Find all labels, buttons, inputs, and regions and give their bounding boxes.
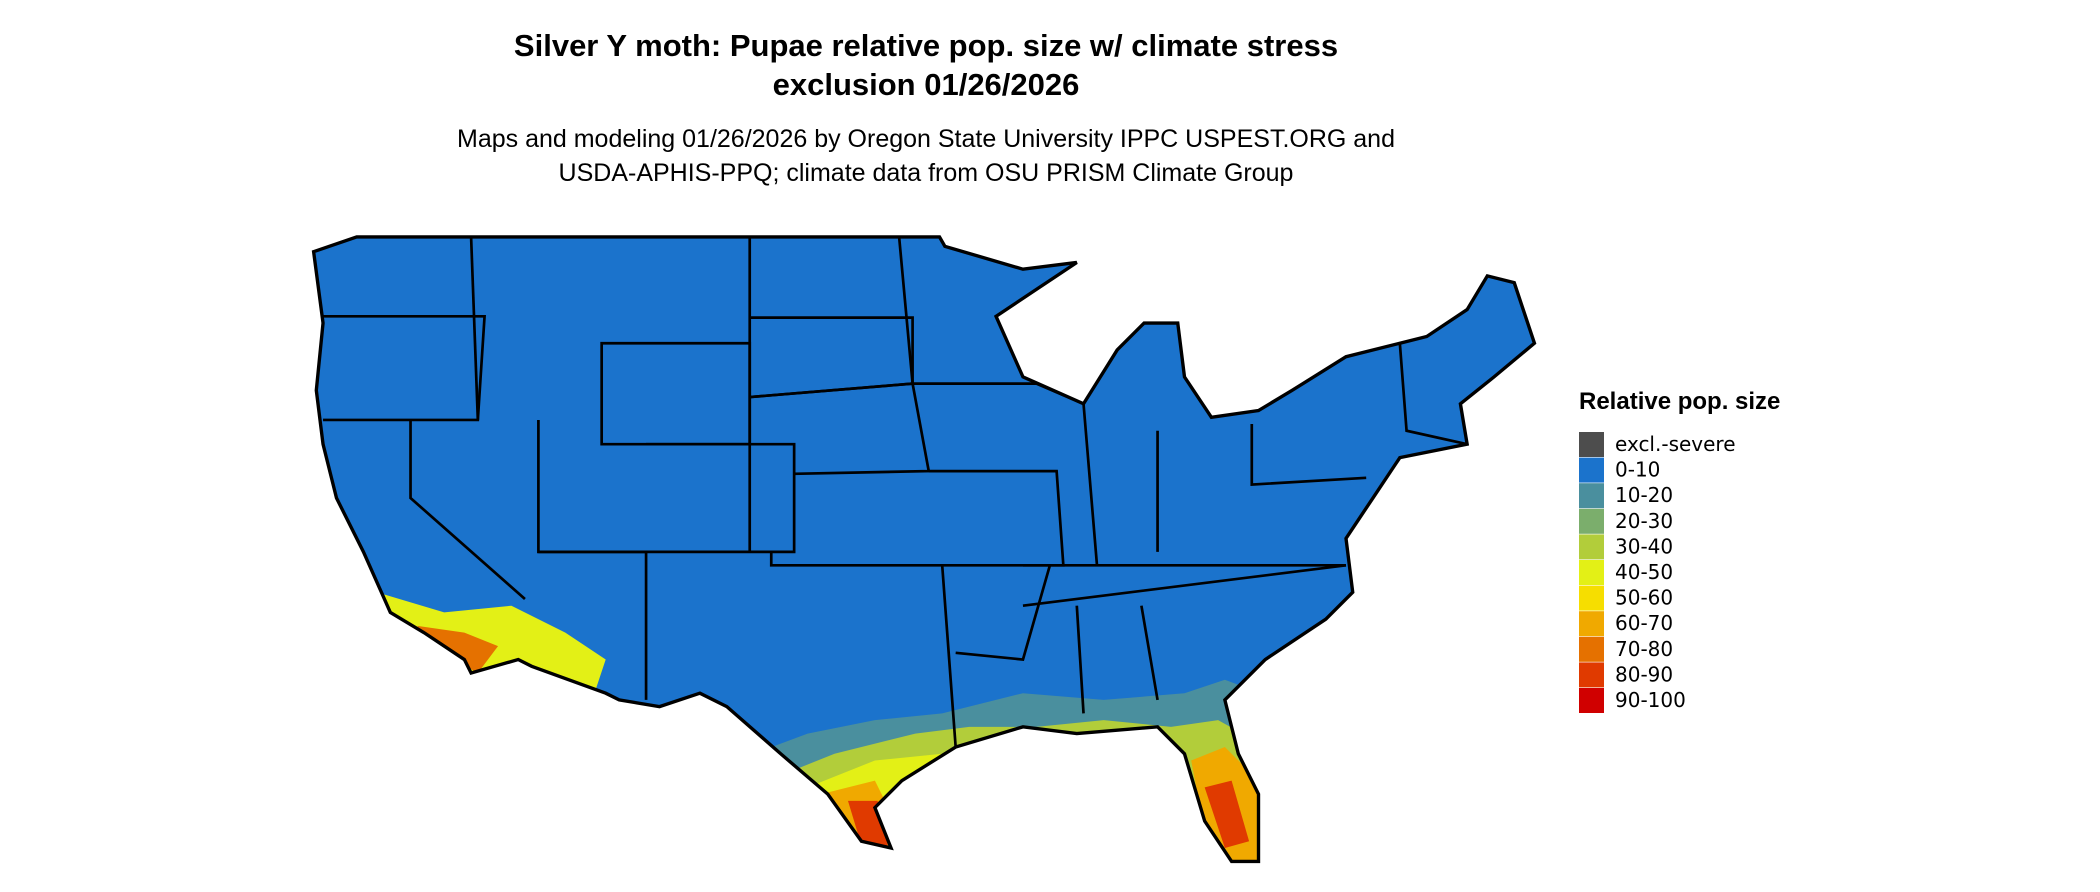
subtitle: Maps and modeling 01/26/2026 by Oregon S… [457, 125, 1395, 153]
legend-label: 70-80 [1615, 637, 1673, 661]
state-borders [323, 236, 1468, 748]
title: Silver Y moth: Pupae relative pop. size … [514, 28, 1338, 63]
legend-label: 90-100 [1615, 688, 1686, 712]
legend-label: excl.-severe [1615, 432, 1736, 456]
legend-swatch [1579, 688, 1604, 713]
legend-label: 80-90 [1615, 662, 1673, 686]
legend-label: 10-20 [1615, 483, 1673, 507]
title: exclusion 01/26/2026 [773, 67, 1080, 102]
legend: excl.-severe0-1010-2020-3030-4040-5050-6… [1579, 432, 1736, 713]
legend-label: 20-30 [1615, 509, 1673, 533]
legend-swatch [1579, 457, 1604, 483]
legend-swatch [1579, 508, 1604, 534]
legend-swatch [1579, 560, 1604, 585]
legend-title: Relative pop. size [1579, 388, 1780, 415]
legend-swatch [1579, 432, 1604, 457]
legend-label: 0-10 [1615, 458, 1660, 482]
legend-swatch [1579, 662, 1604, 688]
legend-swatch [1579, 636, 1604, 662]
legend-swatch [1579, 534, 1604, 560]
legend-label: 40-50 [1615, 560, 1673, 584]
legend-label: 50-60 [1615, 586, 1673, 610]
legend-swatch [1579, 585, 1604, 611]
legend-swatch [1579, 611, 1604, 637]
us-map [311, 235, 1537, 864]
legend-label: 60-70 [1615, 611, 1673, 635]
legend-label: 30-40 [1615, 534, 1673, 558]
legend-swatch [1579, 483, 1604, 509]
subtitle: USDA-APHIS-PPQ; climate data from OSU PR… [559, 159, 1294, 187]
